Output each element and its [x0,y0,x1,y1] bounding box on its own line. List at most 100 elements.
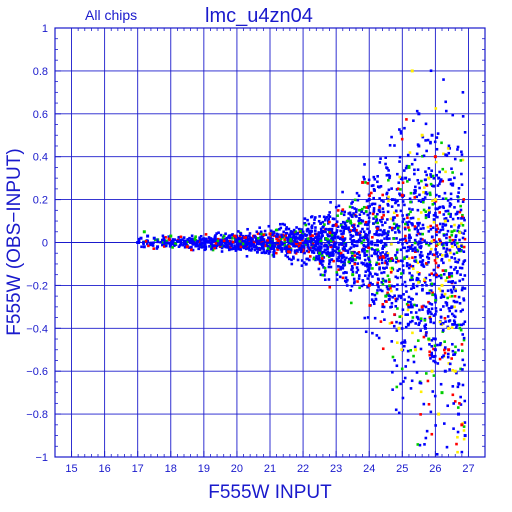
cloud-point [341,208,345,211]
cloud-point [455,442,458,446]
cloud-point [419,329,422,332]
cloud-point [418,253,422,257]
cloud-point [432,359,435,363]
cloud-point [288,241,291,245]
cloud-point [292,243,296,246]
cloud-point [408,271,411,275]
cloud-point [146,242,149,246]
cloud-point [416,221,419,225]
data-point [268,232,272,236]
cloud-point [358,256,362,260]
cloud-point [316,240,319,243]
cloud-point [291,255,295,259]
cloud-point [313,256,317,260]
cloud-point [276,248,279,251]
cloud-point [314,229,317,232]
cloud-point [351,200,354,204]
cloud-point [377,258,380,261]
cloud-point [369,281,372,285]
cloud-point [315,255,318,258]
cloud-point [403,298,406,301]
cloud-point [363,223,367,226]
cloud-point [406,180,409,183]
cloud-point [361,248,364,252]
data-point [447,326,451,330]
cloud-point [406,322,410,326]
cloud-point [371,184,375,187]
cloud-point [426,255,429,259]
cloud-point [394,256,398,260]
cloud-point [411,278,414,281]
cloud-point [412,119,415,123]
cloud-point [323,266,327,270]
cloud-point [358,254,362,257]
cloud-point [347,226,350,229]
cloud-point [341,276,345,280]
cloud-point [387,278,391,281]
cloud-point [235,236,238,240]
cloud-point [382,245,386,249]
cloud-point [309,241,313,244]
cloud-point [457,191,460,194]
cloud-point [163,241,167,245]
cloud-point [344,244,348,248]
cloud-point [446,199,450,202]
data-point [318,251,322,255]
cloud-point [358,233,362,237]
cloud-point [460,343,464,346]
cloud-point [238,237,242,241]
cloud-point [302,246,305,249]
cloud-point [457,382,460,385]
cloud-point [383,221,387,224]
cloud-point [308,258,311,262]
cloud-point [185,240,189,244]
cloud-point [375,252,379,255]
cloud-point [277,235,280,239]
data-point [410,69,414,73]
cloud-point [353,229,356,232]
cloud-point [292,244,295,248]
cloud-point [409,216,413,220]
cloud-point [403,280,407,284]
cloud-point [446,229,450,233]
cloud-point [272,253,276,256]
cloud-point [390,340,394,343]
cloud-point [439,316,443,319]
cloud-point [454,281,457,285]
cloud-point [427,308,430,311]
cloud-point [394,225,398,228]
cloud-point [450,326,454,329]
cloud-point [391,216,395,220]
cloud-point [459,395,462,399]
cloud-point [410,311,413,314]
cloud-point [400,137,404,141]
cloud-point [442,422,446,425]
cloud-point [460,172,463,176]
cloud-point [363,236,366,239]
cloud-point [382,271,386,274]
cloud-point [344,243,347,246]
cloud-point [396,172,399,176]
cloud-point [452,353,455,357]
cloud-point [279,237,283,241]
cloud-point [435,173,438,177]
cloud-point [453,229,456,232]
cloud-point [412,360,416,364]
cloud-point [320,245,323,248]
cloud-point [428,191,432,195]
cloud-point [437,287,441,290]
cloud-point [335,278,339,281]
cloud-point [419,319,423,322]
cloud-point [362,262,365,265]
cloud-point [353,280,356,283]
cloud-point [316,247,320,251]
cloud-point [386,233,390,237]
cloud-point [430,169,433,173]
cloud-point [396,248,399,252]
cloud-point [373,233,376,236]
cloud-point [456,229,459,233]
cloud-point [372,210,376,214]
cloud-point [287,250,290,253]
cloud-point [337,251,340,255]
cloud-point [212,239,215,242]
